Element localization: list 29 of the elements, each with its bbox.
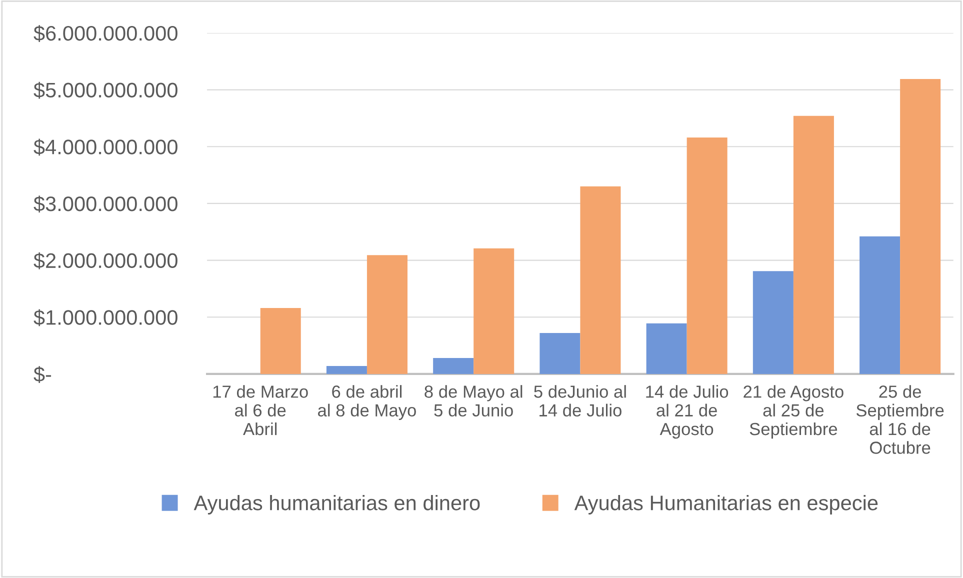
y-tick-label: $- xyxy=(34,366,52,383)
bar xyxy=(752,271,794,374)
y-tick-label: $1.000.000.000 xyxy=(34,309,178,326)
x-tick-label: 21 de Agosto al 25 de Septiembre xyxy=(744,385,844,439)
bar xyxy=(860,236,900,374)
bar xyxy=(326,366,367,374)
x-tick-label: 14 de Julio al 21 de Agosto xyxy=(646,385,728,439)
bar xyxy=(474,248,514,374)
y-tick-label: $6.000.000.000 xyxy=(34,25,178,42)
y-tick-label: $2.000.000.000 xyxy=(34,252,178,270)
bar xyxy=(580,186,621,374)
bar xyxy=(686,138,728,374)
bar xyxy=(433,358,474,374)
x-tick-label: 5 deJunio al 14 de Julio xyxy=(534,385,626,417)
legend-label: Ayudas Humanitarias en especie xyxy=(574,495,878,514)
legend-label: Ayudas humanitarias en dinero xyxy=(194,495,480,514)
bar xyxy=(260,308,301,374)
bar xyxy=(900,78,941,374)
y-tick-label: $3.000.000.000 xyxy=(34,196,178,212)
x-tick-label: 25 de Septiembre al 16 de Octubre xyxy=(856,385,944,454)
bar xyxy=(646,323,687,374)
y-tick-label: $5.000.000.000 xyxy=(34,82,178,99)
y-tick-label: $4.000.000.000 xyxy=(34,138,178,156)
x-tick-label: 8 de Mayo al 5 de Junio xyxy=(424,385,522,417)
bar xyxy=(366,255,408,374)
x-tick-label: 6 de abril al 8 de Mayo xyxy=(318,385,416,420)
bar xyxy=(540,333,580,374)
x-tick-label: 17 de Marzo al 6 de Abril xyxy=(213,385,308,436)
bar xyxy=(793,116,834,374)
